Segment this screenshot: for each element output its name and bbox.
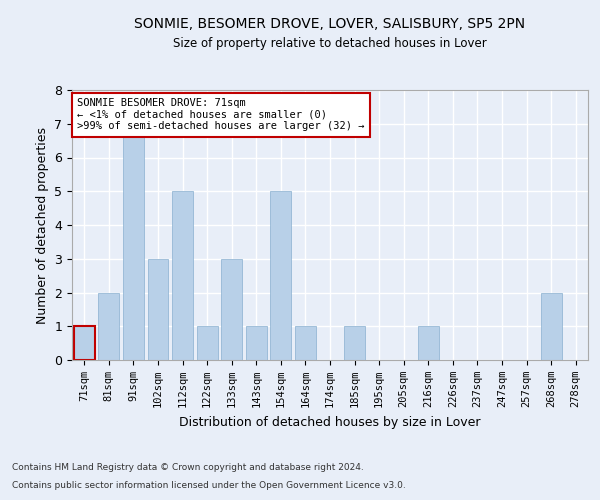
Y-axis label: Number of detached properties: Number of detached properties <box>36 126 49 324</box>
Bar <box>197 326 218 360</box>
Bar <box>123 124 144 360</box>
Text: Size of property relative to detached houses in Lover: Size of property relative to detached ho… <box>173 38 487 51</box>
Text: Contains public sector information licensed under the Open Government Licence v3: Contains public sector information licen… <box>12 481 406 490</box>
Bar <box>541 292 562 360</box>
Bar <box>148 259 169 360</box>
Bar <box>172 191 193 360</box>
Text: SONMIE, BESOMER DROVE, LOVER, SALISBURY, SP5 2PN: SONMIE, BESOMER DROVE, LOVER, SALISBURY,… <box>134 18 526 32</box>
Bar <box>295 326 316 360</box>
Bar <box>246 326 267 360</box>
Bar <box>418 326 439 360</box>
Text: SONMIE BESOMER DROVE: 71sqm
← <1% of detached houses are smaller (0)
>99% of sem: SONMIE BESOMER DROVE: 71sqm ← <1% of det… <box>77 98 365 132</box>
Bar <box>271 191 292 360</box>
Bar <box>344 326 365 360</box>
Bar <box>98 292 119 360</box>
Bar <box>221 259 242 360</box>
X-axis label: Distribution of detached houses by size in Lover: Distribution of detached houses by size … <box>179 416 481 428</box>
Text: Contains HM Land Registry data © Crown copyright and database right 2024.: Contains HM Land Registry data © Crown c… <box>12 464 364 472</box>
Bar <box>74 326 95 360</box>
